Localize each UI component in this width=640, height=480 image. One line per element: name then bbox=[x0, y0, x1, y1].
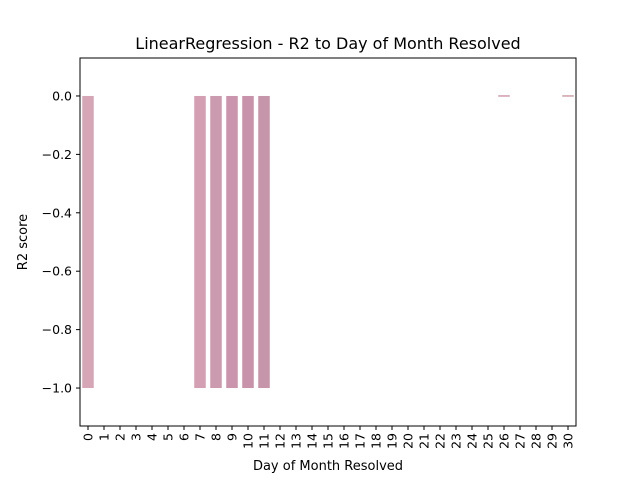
x-tick-label: 22 bbox=[433, 433, 448, 449]
x-tick-label: 16 bbox=[337, 433, 352, 449]
x-tick-label: 19 bbox=[385, 433, 400, 449]
y-tick-label: −0.2 bbox=[42, 147, 72, 162]
bar-30 bbox=[562, 95, 574, 97]
x-tick-label: 5 bbox=[161, 433, 176, 441]
y-tick-label: −0.4 bbox=[42, 205, 72, 220]
x-tick-label: 23 bbox=[449, 433, 464, 449]
y-tick-label: −0.8 bbox=[42, 322, 72, 337]
bar-9 bbox=[226, 95, 238, 389]
bar-7 bbox=[194, 95, 206, 389]
y-tick-label: −0.6 bbox=[42, 264, 72, 279]
x-tick-label: 17 bbox=[353, 433, 368, 449]
x-tick-label: 9 bbox=[225, 433, 240, 441]
bar-10 bbox=[242, 95, 254, 389]
y-tick-label: −1.0 bbox=[42, 381, 72, 396]
x-axis: 0 1 2 3 4 5 6 7 8 9 10 11 12 13 14 15 16 17 18 19 20 21 22 23 24… bbox=[81, 426, 576, 449]
bar-11 bbox=[258, 95, 270, 389]
x-tick-label: 2 bbox=[113, 433, 128, 441]
x-tick-label: 12 bbox=[273, 433, 288, 449]
y-axis-label: R2 score bbox=[16, 214, 31, 270]
chart-title: LinearRegression - R2 to Day of Month Re… bbox=[135, 34, 520, 53]
y-tick-label: 0.0 bbox=[52, 88, 72, 103]
x-tick-label: 4 bbox=[145, 433, 160, 441]
x-tick-label: 13 bbox=[289, 433, 304, 449]
x-tick-label: 21 bbox=[417, 433, 432, 449]
x-tick-label: 26 bbox=[497, 433, 512, 449]
x-tick-label: 18 bbox=[369, 433, 384, 449]
x-tick-label: 6 bbox=[177, 433, 192, 441]
x-tick-label: 7 bbox=[193, 433, 208, 441]
x-tick-label: 27 bbox=[513, 433, 528, 449]
x-tick-label: 3 bbox=[129, 433, 144, 441]
bar-0 bbox=[82, 95, 94, 389]
x-tick-label: 25 bbox=[481, 433, 496, 449]
x-tick-label: 11 bbox=[257, 433, 272, 449]
y-axis: 0.0 −0.2 −0.4 −0.6 −0.8 −1.0 bbox=[42, 88, 80, 396]
x-tick-label: 14 bbox=[305, 433, 320, 449]
bars-group bbox=[82, 95, 574, 389]
x-tick-label: 30 bbox=[561, 433, 576, 449]
x-tick-label: 24 bbox=[465, 433, 480, 449]
x-tick-label: 0 bbox=[81, 433, 96, 441]
bar-26 bbox=[498, 95, 510, 97]
x-tick-label: 29 bbox=[545, 433, 560, 449]
bar-8 bbox=[210, 95, 222, 389]
x-tick-label: 10 bbox=[241, 433, 256, 449]
x-axis-label: Day of Month Resolved bbox=[253, 459, 403, 474]
x-tick-label: 28 bbox=[529, 433, 544, 449]
x-tick-label: 20 bbox=[401, 433, 416, 449]
x-tick-label: 1 bbox=[97, 433, 112, 441]
x-tick-label: 8 bbox=[209, 433, 224, 441]
x-tick-label: 15 bbox=[321, 433, 336, 449]
